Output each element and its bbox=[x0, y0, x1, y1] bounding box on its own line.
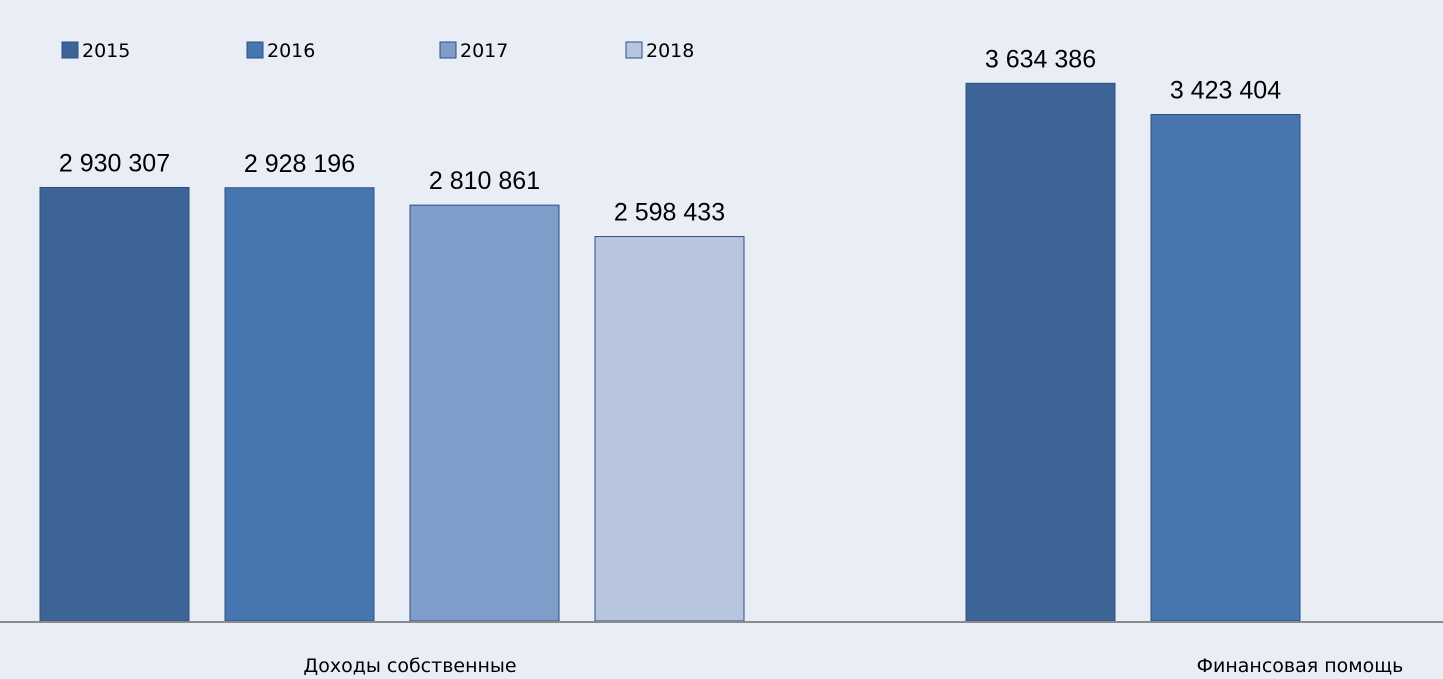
bar-2015-cat-1 bbox=[965, 82, 1116, 622]
legend-label-2018: 2018 bbox=[646, 40, 694, 62]
bar-2016-cat-0 bbox=[224, 187, 375, 622]
value-label-2016-cat-1: 3 423 404 bbox=[1170, 77, 1281, 105]
legend-label-2015: 2015 bbox=[82, 40, 130, 62]
bar-2018-cat-0 bbox=[594, 236, 745, 622]
bar-2016-cat-1 bbox=[1150, 114, 1301, 622]
legend-swatch-2017 bbox=[439, 41, 457, 59]
value-label-2018-cat-0: 2 598 433 bbox=[614, 199, 725, 227]
legend-swatch-2016 bbox=[246, 41, 264, 59]
value-label-2017-cat-0: 2 810 861 bbox=[429, 167, 540, 195]
legend-swatch-2018 bbox=[625, 41, 643, 59]
value-label-2015-cat-1: 3 634 386 bbox=[985, 45, 1096, 73]
bar-2017-cat-0 bbox=[409, 204, 560, 622]
bars bbox=[39, 82, 1301, 622]
legend-label-2017: 2017 bbox=[460, 40, 508, 62]
category-labels: Доходы собственные Финансовая помощь bbox=[303, 655, 1403, 677]
category-label-0: Доходы собственные bbox=[303, 655, 516, 677]
legend-label-2016: 2016 bbox=[267, 40, 315, 62]
value-label-2016-cat-0: 2 928 196 bbox=[244, 150, 355, 178]
bar-2015-cat-0 bbox=[39, 186, 190, 622]
value-labels: 2 930 307 3 634 386 2 928 196 3 423 404 2 81… bbox=[59, 45, 1281, 226]
legend: 2015 2016 2017 2018 bbox=[61, 40, 694, 62]
legend-swatch-2015 bbox=[61, 41, 79, 59]
category-label-1: Финансовая помощь bbox=[1197, 655, 1404, 677]
value-label-2015-cat-0: 2 930 307 bbox=[59, 149, 170, 177]
